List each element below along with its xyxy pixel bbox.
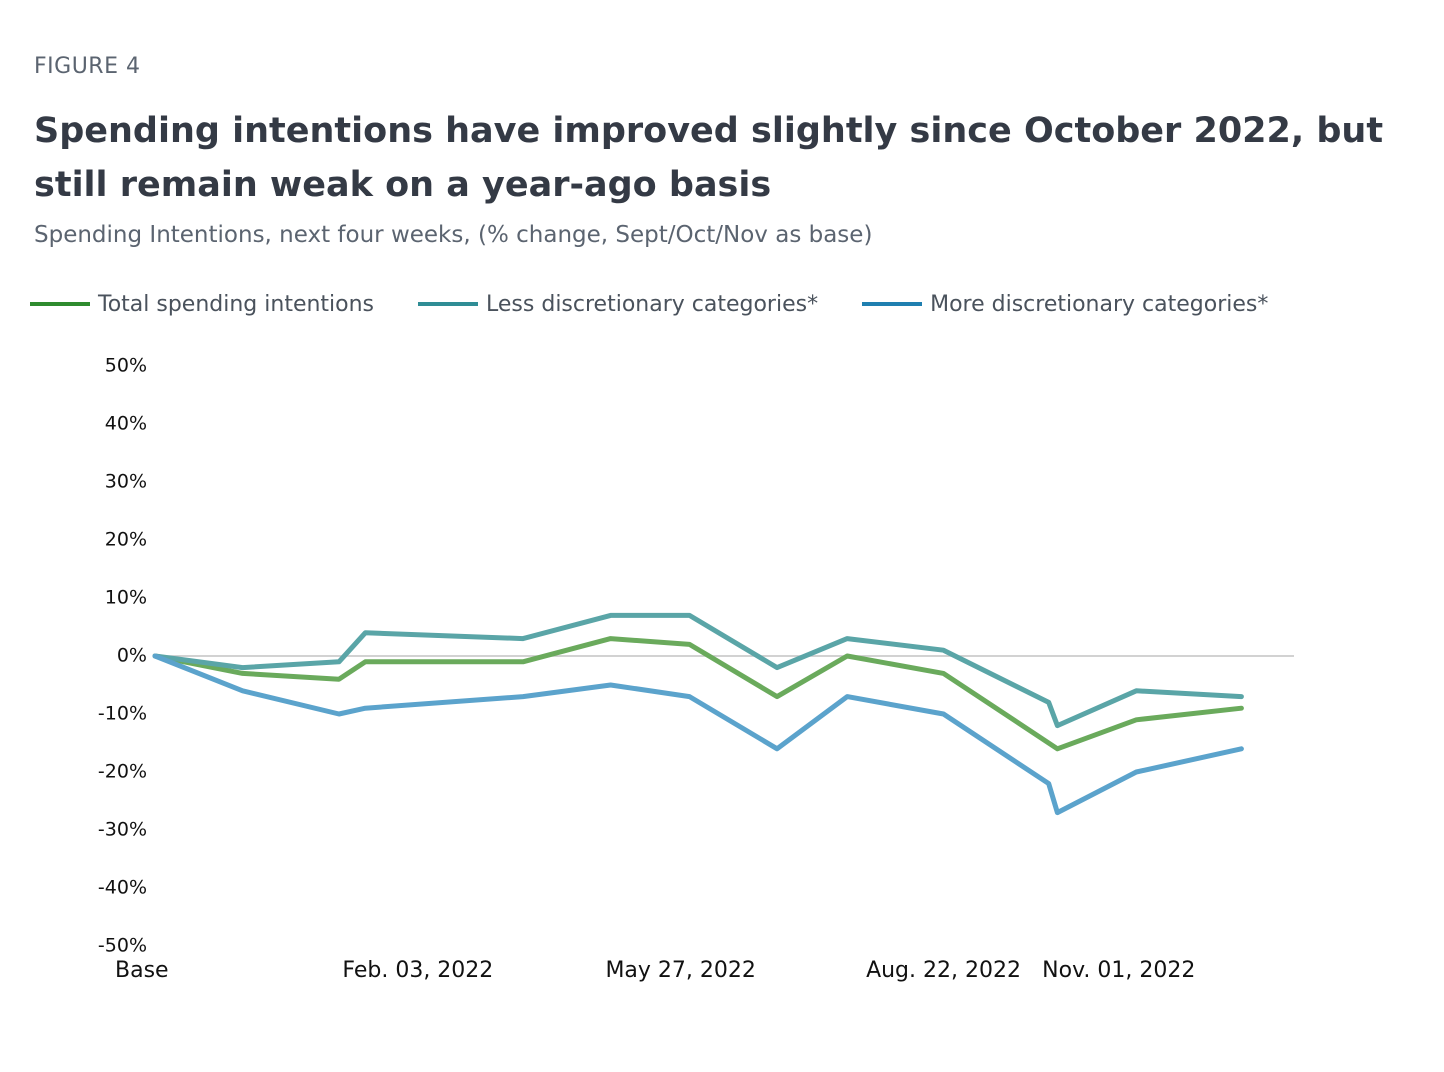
y-tick-label: 20% xyxy=(105,529,147,551)
chart-title: Spending intentions have improved slight… xyxy=(34,111,1384,205)
x-tick-label: May 27, 2022 xyxy=(605,958,755,983)
y-tick-label: 10% xyxy=(105,587,147,609)
y-tick-label: 40% xyxy=(105,413,147,435)
series-layer xyxy=(152,612,1244,816)
line-chart: 50% 40% 30% 20% 10% 0% -10% -20% -30% -40% -50% Ba… xyxy=(98,355,1294,983)
legend-swatch-less-discretionary xyxy=(418,302,479,306)
x-tick-label: Base xyxy=(115,958,169,983)
x-axis: Base Feb. 03, 2022 May 27, 2022 Aug. 22, 20… xyxy=(115,958,1195,983)
legend-item-less-discretionary[interactable]: Less discretionary categories* xyxy=(418,292,818,317)
y-axis: 50% 40% 30% 20% 10% 0% -10% -20% -30% -40% -50% xyxy=(98,355,1294,957)
legend-swatch-total xyxy=(30,302,90,306)
y-tick-label: 50% xyxy=(105,355,147,377)
legend-label-less-discretionary: Less discretionary categories* xyxy=(486,291,819,317)
legend: Total spending intentions Less discretio… xyxy=(30,288,1312,320)
series-line-3 xyxy=(152,653,1244,816)
legend-item-more-discretionary[interactable]: More discretionary categories* xyxy=(862,292,1268,317)
y-tick-label: -50% xyxy=(98,935,147,957)
x-tick-label: Feb. 03, 2022 xyxy=(342,958,493,983)
y-tick-label: -40% xyxy=(98,877,147,899)
figure-label: FIGURE 4 xyxy=(34,54,141,79)
x-tick-label: Aug. 22, 2022 xyxy=(866,958,1021,983)
legend-item-total[interactable]: Total spending intentions xyxy=(30,292,374,317)
series-line-2 xyxy=(152,612,1244,729)
legend-swatch-more-discretionary xyxy=(862,302,923,306)
y-tick-label: -30% xyxy=(98,819,147,841)
legend-label-total: Total spending intentions xyxy=(98,291,375,317)
y-tick-label: 30% xyxy=(105,471,147,493)
y-tick-label: -10% xyxy=(98,703,147,725)
chart-subtitle: Spending Intentions, next four weeks, (%… xyxy=(34,222,873,248)
series-line-1 xyxy=(152,636,1244,752)
legend-label-more-discretionary: More discretionary categories* xyxy=(930,291,1269,317)
y-tick-label: -20% xyxy=(98,761,147,783)
x-tick-label: Nov. 01, 2022 xyxy=(1042,958,1195,983)
y-tick-label: 0% xyxy=(117,645,147,667)
